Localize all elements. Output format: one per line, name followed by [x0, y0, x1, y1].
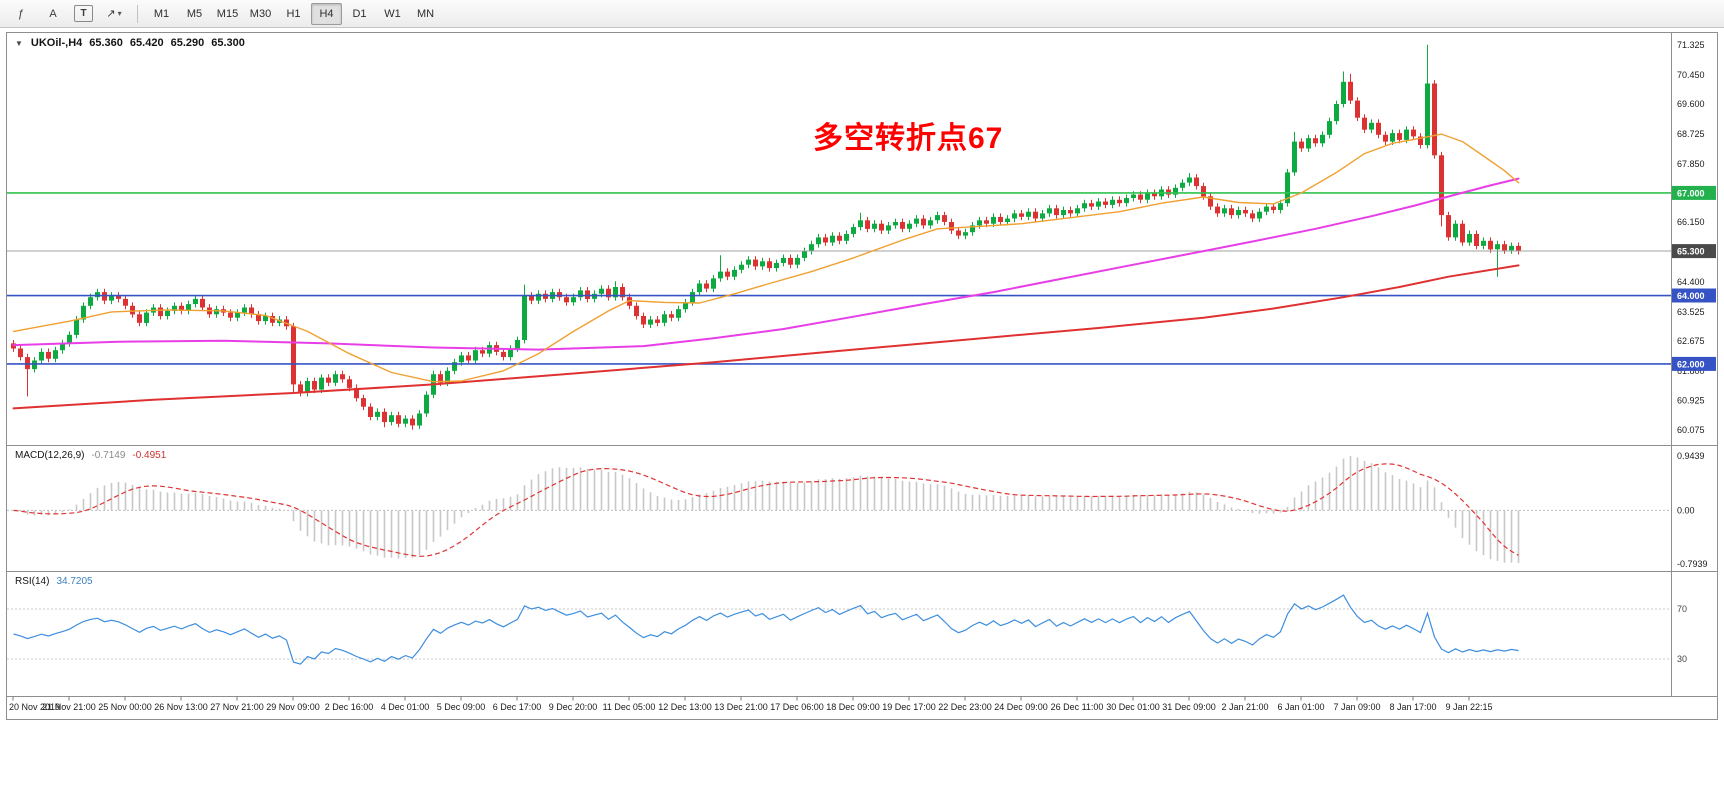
svg-text:0.9439: 0.9439 [1677, 451, 1705, 461]
macd-value: -0.7149 [91, 450, 126, 461]
svg-text:7 Jan 09:00: 7 Jan 09:00 [1333, 702, 1380, 712]
svg-text:70.450: 70.450 [1677, 70, 1705, 80]
svg-text:26 Nov 13:00: 26 Nov 13:00 [154, 702, 208, 712]
timeframe-button-m30[interactable]: M30 [249, 7, 272, 20]
svg-text:8 Jan 17:00: 8 Jan 17:00 [1389, 702, 1436, 712]
svg-text:9 Dec 20:00: 9 Dec 20:00 [549, 702, 598, 712]
macd-label: MACD(12,26,9) [15, 450, 85, 461]
timeframe-button-m15[interactable]: M15 [216, 7, 239, 20]
line-studies-toolbar: ƒ A T ↗ ▾ [5, 3, 130, 25]
text-box-button[interactable]: T [74, 5, 93, 22]
chart-ohlc-header: ▼ UKOil-,H4 65.360 65.420 65.290 65.300 [15, 37, 245, 49]
svg-text:-0.7939: -0.7939 [1677, 559, 1708, 569]
svg-text:0.00: 0.00 [1677, 505, 1695, 515]
timeframe-button-d1[interactable]: D1 [352, 7, 367, 20]
svg-text:31 Dec 09:00: 31 Dec 09:00 [1162, 702, 1216, 712]
svg-text:30: 30 [1677, 654, 1687, 664]
timeframe-button-h4[interactable]: H4 [311, 2, 342, 25]
chart-annotation: 多空转折点67 [813, 122, 1004, 155]
macd-header: MACD(12,26,9) -0.7149 -0.4951 [15, 450, 166, 461]
svg-text:70: 70 [1677, 604, 1687, 614]
one-click-trading-toggle[interactable]: ▼ [15, 38, 23, 48]
svg-text:6 Jan 01:00: 6 Jan 01:00 [1277, 702, 1324, 712]
svg-text:9 Jan 22:15: 9 Jan 22:15 [1445, 702, 1492, 712]
svg-text:25 Nov 00:00: 25 Nov 00:00 [98, 702, 152, 712]
svg-text:68.725: 68.725 [1677, 129, 1705, 139]
svg-text:4 Dec 01:00: 4 Dec 01:00 [381, 702, 430, 712]
svg-text:6 Dec 17:00: 6 Dec 17:00 [493, 702, 542, 712]
svg-text:17 Dec 06:00: 17 Dec 06:00 [770, 702, 824, 712]
svg-text:19 Dec 17:00: 19 Dec 17:00 [882, 702, 936, 712]
timeframe-button-w1[interactable]: W1 [384, 7, 401, 20]
chart-canvas[interactable]: 71.325 70.450 69.600 68.725 67.850 66.150 64.4… [7, 33, 1717, 719]
text-label-button[interactable]: A [49, 7, 57, 20]
toolbar-separator [137, 4, 138, 23]
svg-text:2 Jan 21:00: 2 Jan 21:00 [1221, 702, 1268, 712]
low-value: 65.290 [170, 37, 205, 49]
svg-text:66.150: 66.150 [1677, 217, 1705, 227]
toolbar: ƒ A T ↗ ▾ M1 M5 M15 M30 H1 H4 D1 W1 MN [0, 0, 1724, 28]
indicators-button[interactable]: ƒ [17, 7, 25, 20]
svg-text:63.525: 63.525 [1677, 307, 1705, 317]
svg-text:12 Dec 13:00: 12 Dec 13:00 [658, 702, 712, 712]
svg-text:71.325: 71.325 [1677, 40, 1705, 50]
svg-text:11 Dec 05:00: 11 Dec 05:00 [603, 702, 656, 712]
timeframe-button-mn[interactable]: MN [416, 7, 435, 20]
dropdown-caret-icon: ▾ [117, 9, 122, 18]
svg-text:26 Dec 11:00: 26 Dec 11:00 [1051, 702, 1104, 712]
svg-text:62.675: 62.675 [1677, 336, 1705, 346]
macd-signal-value: -0.4951 [132, 450, 167, 461]
svg-text:62.000: 62.000 [1677, 359, 1705, 369]
time-axis[interactable] [7, 697, 1671, 719]
svg-text:69.600: 69.600 [1677, 99, 1705, 109]
rsi-label: RSI(14) [15, 576, 50, 587]
svg-text:22 Dec 23:00: 22 Dec 23:00 [938, 702, 992, 712]
timeframe-button-h1[interactable]: H1 [286, 7, 301, 20]
close-value: 65.300 [211, 37, 245, 49]
svg-text:60.075: 60.075 [1677, 425, 1705, 435]
svg-text:5 Dec 09:00: 5 Dec 09:00 [437, 702, 486, 712]
svg-text:64.000: 64.000 [1677, 291, 1705, 301]
svg-text:64.400: 64.400 [1677, 277, 1705, 287]
svg-text:60.925: 60.925 [1677, 396, 1705, 406]
svg-text:67.000: 67.000 [1677, 188, 1705, 198]
svg-text:29 Nov 09:00: 29 Nov 09:00 [266, 702, 320, 712]
svg-text:65.300: 65.300 [1677, 247, 1705, 257]
svg-text:30 Dec 01:00: 30 Dec 01:00 [1106, 702, 1160, 712]
high-value: 65.420 [129, 37, 164, 49]
svg-text:18 Dec 09:00: 18 Dec 09:00 [826, 702, 880, 712]
arrow-tools-dropdown[interactable]: ↗ ▾ [106, 8, 122, 20]
timeframe-button-m1[interactable]: M1 [153, 7, 170, 20]
rsi-header: RSI(14) 34.7205 [15, 576, 93, 587]
price-axis[interactable] [1671, 33, 1717, 696]
svg-text:2 Dec 16:00: 2 Dec 16:00 [325, 702, 374, 712]
symbol-period-label: UKOil-,H4 [30, 37, 83, 49]
svg-text:24 Dec 09:00: 24 Dec 09:00 [994, 702, 1048, 712]
timeframes-toolbar: M1 M5 M15 M30 H1 H4 D1 W1 MN [145, 2, 442, 25]
svg-text:20 Nov 2019: 20 Nov 2019 [9, 702, 60, 712]
rsi-value: 34.7205 [56, 576, 93, 587]
chart-window[interactable]: 71.325 70.450 69.600 68.725 67.850 66.150 64.4… [6, 32, 1718, 720]
svg-text:27 Nov 21:00: 27 Nov 21:00 [210, 702, 264, 712]
svg-text:21 Nov 21:00: 21 Nov 21:00 [42, 702, 96, 712]
open-value: 65.360 [89, 37, 123, 49]
svg-text:67.850: 67.850 [1677, 159, 1705, 169]
svg-text:13 Dec 21:00: 13 Dec 21:00 [714, 702, 768, 712]
timeframe-button-m5[interactable]: M5 [186, 7, 203, 20]
